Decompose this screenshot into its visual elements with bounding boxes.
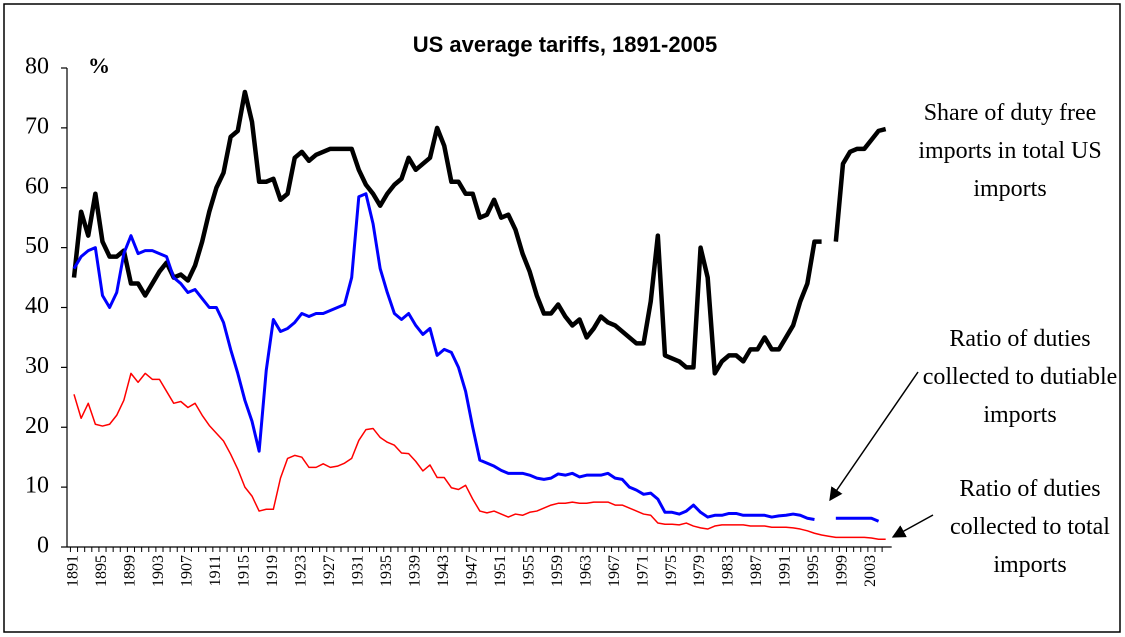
x-tick-label: 1955 [520,555,537,587]
x-tick-label: 1971 [634,555,651,587]
chart-title: US average tariffs, 1891-2005 [413,32,718,57]
x-tick-label: 1991 [777,555,794,587]
y-tick-label: 60 [25,173,49,199]
x-tick-label: 1967 [606,555,623,587]
x-tick-label: 1911 [207,555,224,586]
x-tick-label: 1983 [720,555,737,587]
series-line [73,372,886,540]
series-label: Ratio of duties collected to total impor… [950,476,1110,578]
x-tick-label: 1975 [663,555,680,587]
x-tick-label: 1951 [492,555,509,587]
x-tick-label: 1895 [93,555,110,587]
x-tick-label: 1999 [834,555,851,587]
x-tick-label: 1947 [463,555,480,587]
x-tick-label: 1907 [179,555,196,587]
x-tick-label: 1915 [236,555,253,587]
y-tick-label: 50 [25,233,49,259]
x-tick-label: 1927 [321,555,338,587]
x-tick-label: 1987 [748,555,765,587]
x-tick-label: 1919 [264,555,281,587]
y-tick-label: 0 [37,533,49,559]
x-tick-label: 2003 [862,555,879,587]
y-tick-label: 40 [25,293,49,319]
y-tick-label: 70 [25,113,49,139]
x-tick-label: 1963 [577,555,594,587]
series-line [72,192,880,523]
x-tick-label: 1995 [805,555,822,587]
y-axis-label: % [88,53,110,78]
frame [3,3,1121,633]
series-line [71,89,887,376]
x-tick-label: 1979 [691,555,708,587]
x-tick-label: 1935 [378,555,395,587]
y-tick-label: 30 [25,353,49,379]
x-tick-label: 1931 [349,555,366,587]
arrow [829,371,919,502]
x-tick-label: 1943 [435,555,452,587]
x-tick-label: 1923 [293,555,310,587]
series-label: Ratio of duties collected to dutiable im… [922,326,1118,428]
arrow [891,514,934,538]
series-label: Share of duty free imports in total US i… [918,100,1102,202]
y-tick-label: 80 [25,54,49,80]
x-tick-label: 1891 [65,555,82,587]
x-tick-label: 1899 [122,555,139,587]
x-tick-label: 1959 [549,555,566,587]
x-tick-label: 1903 [150,555,167,587]
x-tick-label: 1939 [406,555,423,587]
y-tick-label: 20 [25,413,49,439]
y-tick-label: 10 [25,473,49,499]
